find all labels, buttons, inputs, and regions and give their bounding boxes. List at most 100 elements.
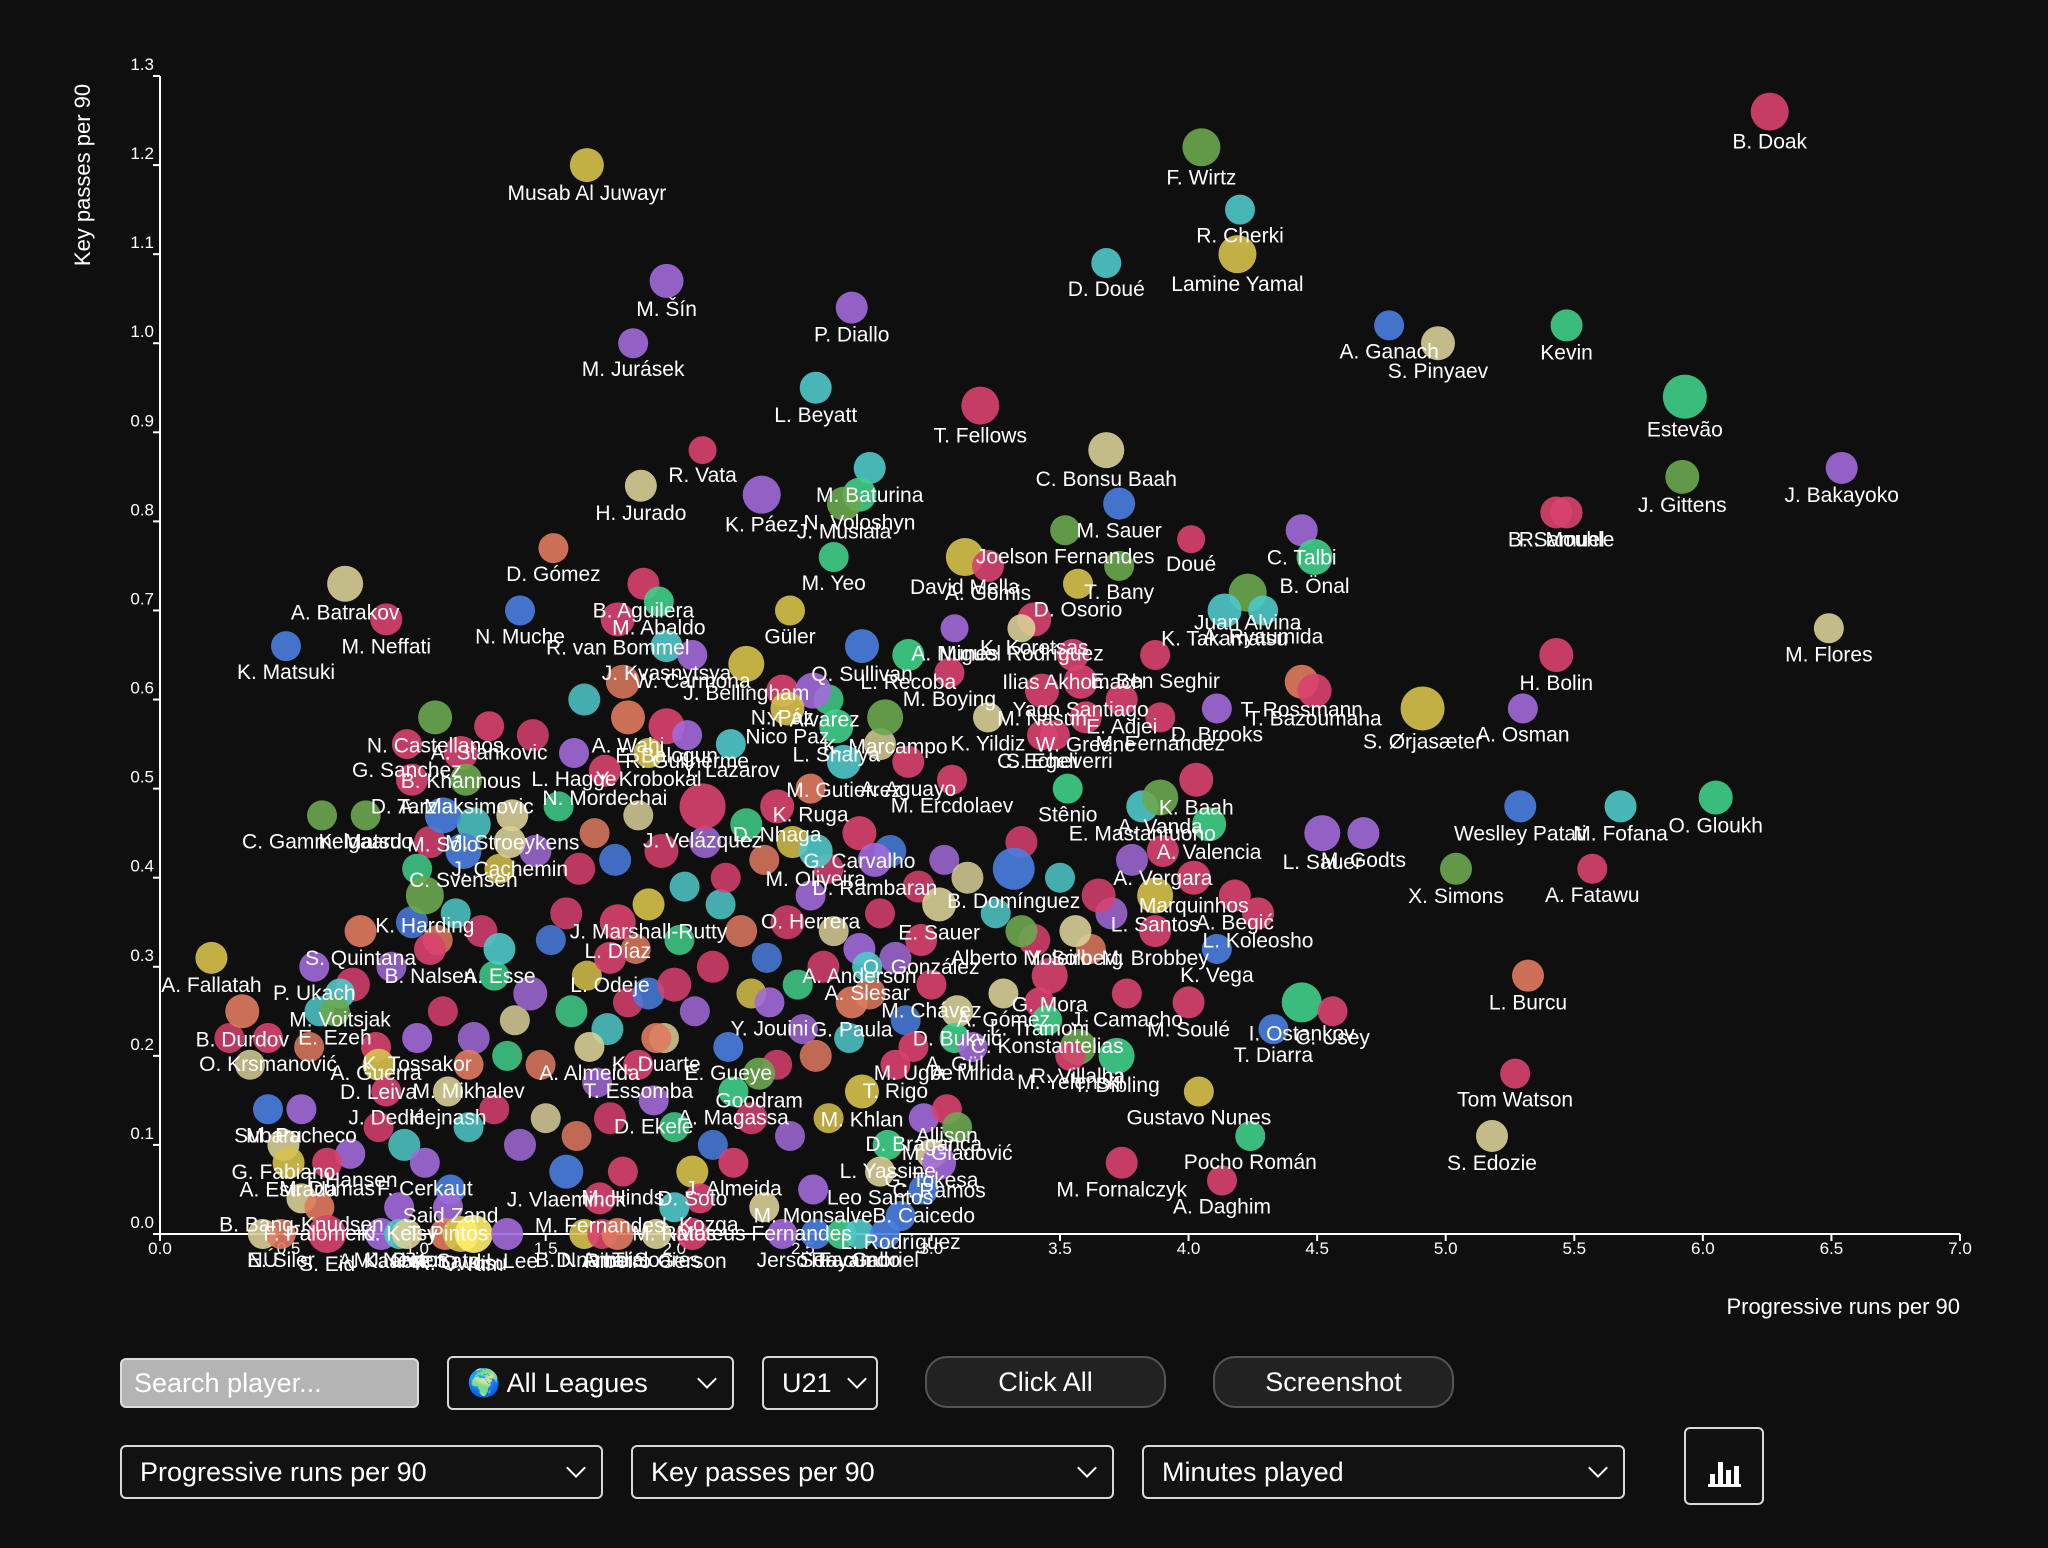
data-point[interactable] (934, 657, 965, 688)
data-point[interactable] (235, 1049, 265, 1080)
data-point[interactable] (479, 1094, 510, 1125)
data-point[interactable] (409, 1147, 440, 1178)
data-point[interactable] (643, 586, 674, 617)
data-point[interactable] (710, 862, 741, 893)
size-metric-select[interactable]: Minutes played (1142, 1445, 1625, 1499)
data-point[interactable] (1500, 1058, 1531, 1089)
data-point[interactable] (530, 1103, 561, 1134)
data-point[interactable] (396, 906, 428, 939)
data-point[interactable] (294, 1031, 325, 1062)
data-point[interactable] (1059, 915, 1092, 948)
data-point[interactable] (253, 1023, 283, 1054)
data-point[interactable] (272, 1146, 305, 1179)
data-point[interactable] (607, 1156, 638, 1187)
data-point[interactable] (775, 595, 805, 626)
data-point[interactable] (940, 614, 969, 643)
data-point[interactable] (749, 1192, 780, 1223)
data-point[interactable] (620, 933, 651, 964)
data-point[interactable] (1140, 640, 1171, 670)
data-point[interactable] (872, 1129, 903, 1160)
data-point[interactable] (1750, 92, 1789, 131)
data-point[interactable] (286, 1094, 317, 1125)
data-point[interactable] (445, 832, 482, 869)
data-point[interactable] (568, 683, 601, 716)
data-point[interactable] (819, 709, 854, 744)
data-point[interactable] (1225, 194, 1255, 225)
data-point[interactable] (605, 664, 640, 699)
data-point[interactable] (743, 1057, 776, 1090)
data-point[interactable] (443, 735, 478, 770)
data-point[interactable] (941, 995, 974, 1028)
data-point[interactable] (483, 932, 516, 965)
data-point[interactable] (588, 754, 621, 787)
data-point[interactable] (669, 871, 700, 902)
data-point[interactable] (271, 631, 301, 662)
data-point[interactable] (457, 1022, 490, 1055)
data-point[interactable] (1235, 1121, 1266, 1152)
data-point[interactable] (450, 763, 482, 796)
data-point[interactable] (453, 1049, 484, 1080)
data-point[interactable] (362, 1048, 395, 1081)
data-point[interactable] (798, 833, 833, 868)
data-point[interactable] (632, 888, 665, 921)
data-point[interactable] (749, 844, 780, 875)
data-point[interactable] (1069, 701, 1102, 734)
data-point[interactable] (659, 1112, 690, 1143)
data-point[interactable] (1091, 248, 1122, 279)
data-point[interactable] (853, 451, 886, 484)
data-point[interactable] (493, 826, 526, 859)
data-point[interactable] (929, 844, 960, 875)
data-point[interactable] (922, 1145, 957, 1180)
data-point[interactable] (1281, 982, 1322, 1023)
data-point[interactable] (1421, 326, 1455, 361)
data-point[interactable] (391, 729, 422, 760)
data-point[interactable] (795, 672, 832, 709)
data-point[interactable] (664, 925, 695, 956)
data-point[interactable] (988, 978, 1019, 1009)
data-point[interactable] (799, 371, 832, 404)
data-point[interactable] (835, 291, 868, 324)
data-point[interactable] (559, 737, 589, 768)
data-point[interactable] (1218, 879, 1251, 912)
data-point[interactable] (1550, 496, 1583, 529)
data-point[interactable] (1005, 915, 1038, 948)
data-point[interactable] (525, 1049, 556, 1080)
data-point[interactable] (908, 1174, 939, 1205)
data-point[interactable] (1104, 550, 1135, 581)
data-point[interactable] (892, 745, 925, 778)
data-point[interactable] (1177, 525, 1206, 554)
data-point[interactable] (807, 950, 840, 983)
data-point[interactable] (916, 969, 947, 1000)
data-point[interactable] (555, 995, 588, 1028)
search-input[interactable] (120, 1358, 419, 1408)
data-point[interactable] (638, 1085, 669, 1116)
data-point[interactable] (864, 728, 896, 761)
data-point[interactable] (433, 1192, 463, 1223)
data-point[interactable] (799, 1039, 832, 1072)
data-point[interactable] (1025, 673, 1059, 708)
data-point[interactable] (795, 773, 826, 804)
data-point[interactable] (1297, 673, 1332, 708)
data-point[interactable] (1063, 664, 1098, 699)
data-point[interactable] (479, 960, 510, 991)
data-point[interactable] (1055, 1040, 1086, 1071)
data-point[interactable] (942, 1112, 973, 1143)
data-point[interactable] (696, 950, 729, 983)
data-point[interactable] (676, 1218, 709, 1250)
data-point[interactable] (414, 932, 446, 965)
data-point[interactable] (1183, 1076, 1214, 1107)
data-point[interactable] (735, 1102, 768, 1135)
data-point[interactable] (376, 951, 407, 982)
data-point[interactable] (535, 925, 566, 956)
data-point[interactable] (980, 898, 1011, 929)
data-point[interactable] (633, 737, 664, 768)
data-point[interactable] (550, 897, 583, 930)
data-point[interactable] (574, 1031, 605, 1062)
data-point[interactable] (827, 486, 861, 521)
data-point[interactable] (1604, 790, 1637, 823)
y-metric-select[interactable]: Key passes per 90 (631, 1445, 1114, 1499)
data-point[interactable] (650, 630, 683, 663)
data-point[interactable] (844, 1219, 875, 1249)
data-point[interactable] (1088, 432, 1125, 469)
x-metric-select[interactable]: Progressive runs per 90 (120, 1445, 603, 1499)
